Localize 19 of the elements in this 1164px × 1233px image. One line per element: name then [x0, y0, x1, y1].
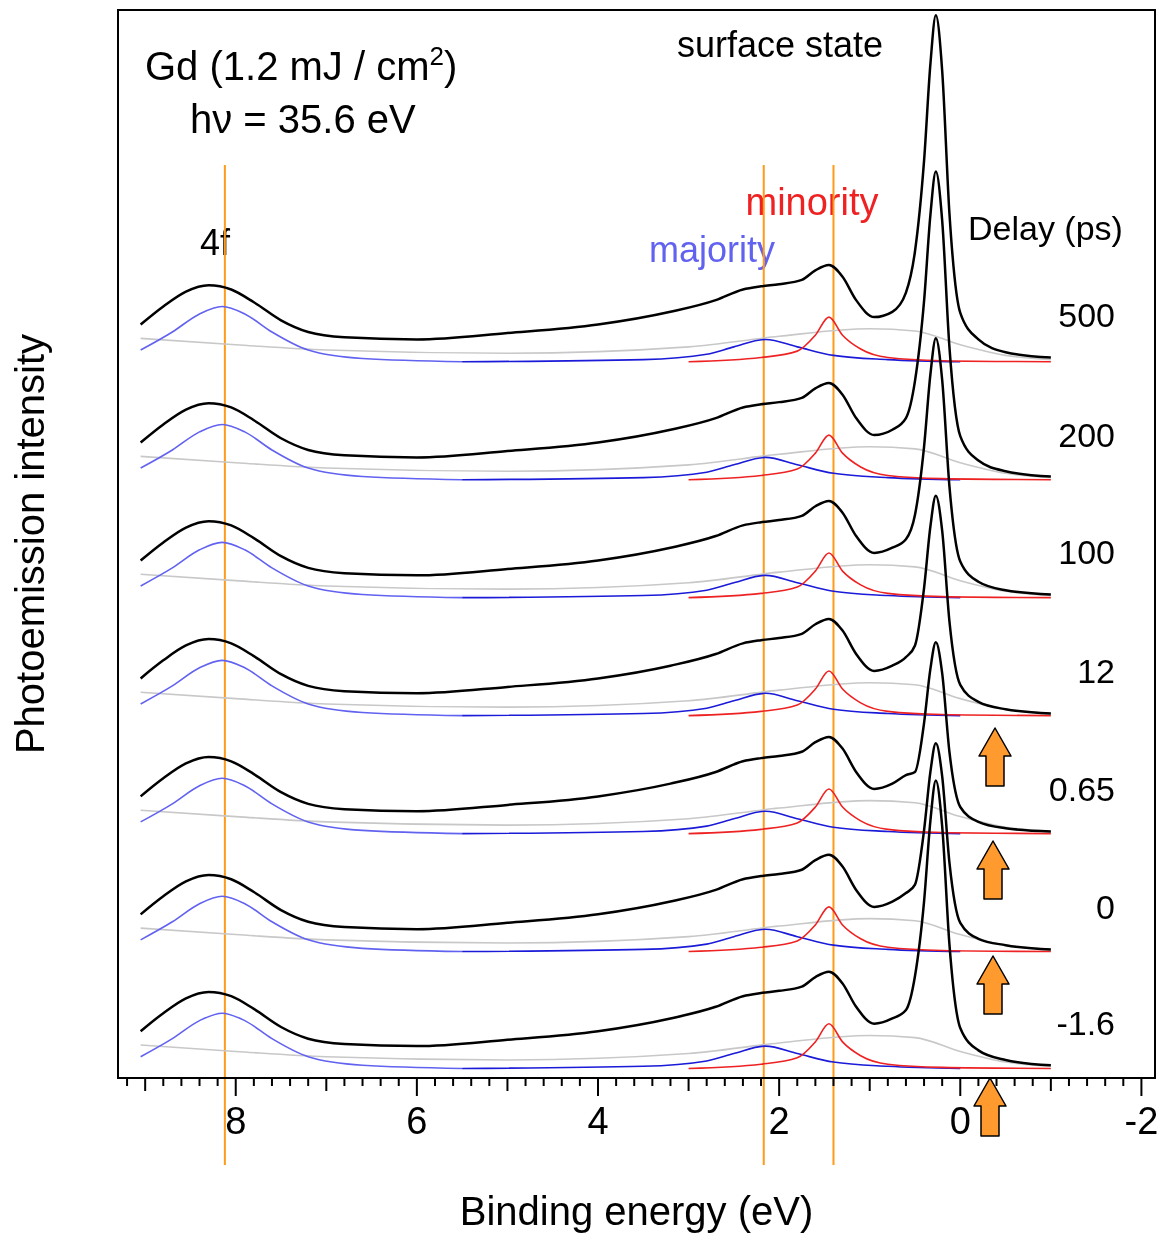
annotation: surface state: [676, 24, 884, 65]
series-label: 500: [1058, 296, 1115, 335]
text: Gd (1.2 mJ / cm$^{2}$): [145, 41, 458, 88]
series-label: 100: [1058, 533, 1115, 572]
series-label: -1.6: [1056, 1004, 1115, 1043]
x-tick-label: -2: [1124, 1100, 1159, 1142]
legend-title: Delay (ps): [968, 209, 1123, 247]
x-tick-label: 8: [225, 1100, 247, 1142]
series-label: 200: [1058, 415, 1115, 454]
series-label: 12: [1077, 652, 1115, 691]
series-label: 0: [1096, 888, 1115, 927]
x-tick-label: 6: [406, 1100, 428, 1142]
text: hν = 35.6 eV: [190, 97, 417, 141]
x-axis-title: Binding energy (eV): [459, 1189, 814, 1233]
series-label: 0.65: [1048, 770, 1115, 809]
x-tick-label: 0: [949, 1100, 971, 1142]
x-tick-label: 2: [768, 1100, 790, 1142]
x-tick-label: 4: [587, 1100, 609, 1142]
y-axis-title: Photoemission intensity: [8, 333, 53, 755]
